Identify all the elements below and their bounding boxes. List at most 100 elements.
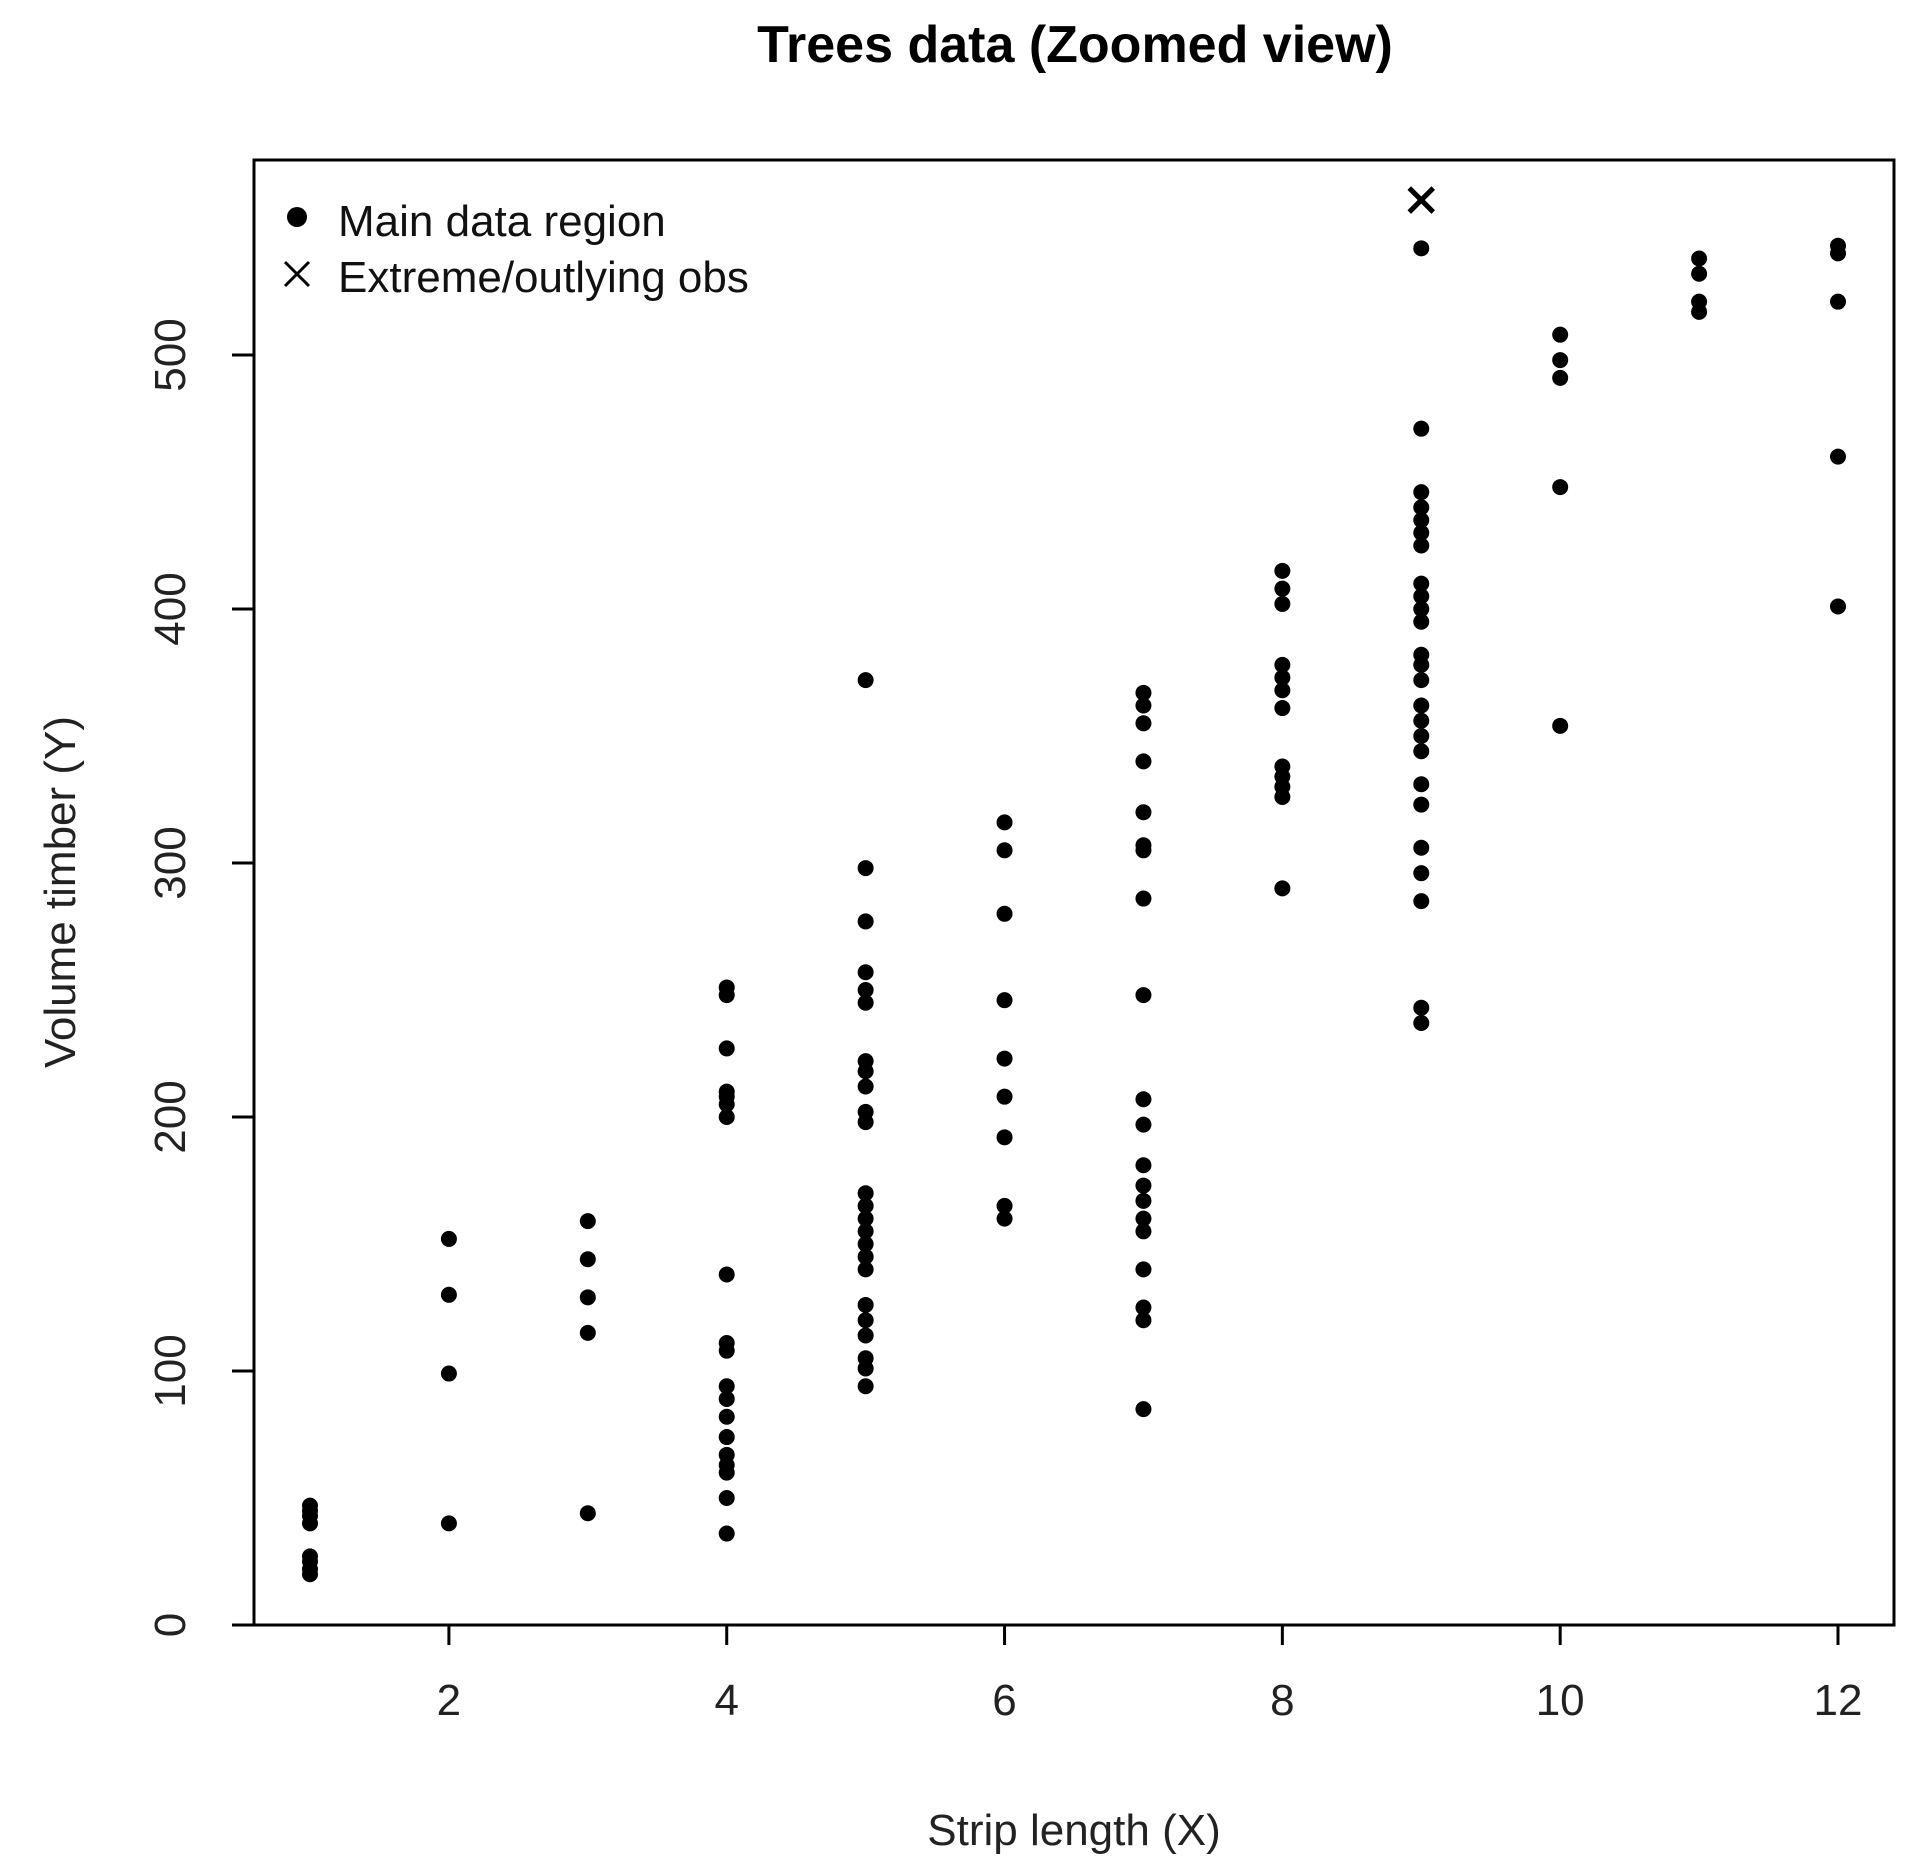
data-point [858, 1079, 874, 1095]
data-point [997, 1198, 1013, 1214]
data-point [1274, 880, 1290, 896]
data-point [1413, 743, 1429, 759]
data-point [1413, 499, 1429, 515]
y-tick-label: 400 [146, 572, 195, 645]
y-tick-label: 0 [146, 1613, 195, 1637]
data-point [719, 979, 735, 995]
data-point [1552, 370, 1568, 386]
data-point [580, 1325, 596, 1341]
data-point [1274, 563, 1290, 579]
x-tick-label: 4 [714, 1676, 738, 1725]
data-point [858, 1297, 874, 1313]
data-point [858, 1312, 874, 1328]
data-point [1413, 240, 1429, 256]
data-point [858, 672, 874, 688]
data-point [580, 1213, 596, 1229]
data-point [1830, 598, 1846, 614]
data-point [719, 1266, 735, 1282]
data-point [441, 1366, 457, 1382]
data-point [858, 1327, 874, 1343]
legend-cross-marker [285, 262, 309, 286]
data-point [1413, 1015, 1429, 1031]
data-point [1135, 891, 1151, 907]
y-tick-label: 200 [146, 1080, 195, 1153]
data-point [1691, 294, 1707, 310]
y-tick-label: 300 [146, 826, 195, 899]
data-point [1135, 1261, 1151, 1277]
data-point [1830, 294, 1846, 310]
x-tick-label: 2 [437, 1676, 461, 1725]
data-point [1135, 1091, 1151, 1107]
data-point [719, 1447, 735, 1463]
data-point [1135, 1157, 1151, 1173]
data-point [441, 1231, 457, 1247]
data-point [719, 1526, 735, 1542]
data-point [997, 992, 1013, 1008]
data-point [719, 1378, 735, 1394]
data-point [1552, 352, 1568, 368]
data-point [1135, 987, 1151, 1003]
data-point [1413, 672, 1429, 688]
y-axis: 0 100 200 300 400 500 [146, 318, 254, 1637]
data-points [302, 188, 1846, 1582]
data-point [1691, 250, 1707, 266]
data-point [1135, 1211, 1151, 1227]
chart-title: Trees data (Zoomed view) [757, 16, 1393, 74]
data-point [719, 1335, 735, 1351]
data-point [1274, 596, 1290, 612]
data-point [719, 1084, 735, 1100]
data-point [1413, 647, 1429, 663]
y-axis-label: Volume timber (Y) [36, 716, 85, 1068]
data-point [1274, 700, 1290, 716]
data-point [997, 1089, 1013, 1105]
y-tick-label: 500 [146, 318, 195, 391]
data-point [1274, 758, 1290, 774]
data-point [1135, 1300, 1151, 1316]
data-point [1135, 804, 1151, 820]
data-point [1413, 713, 1429, 729]
data-point [997, 906, 1013, 922]
x-tick-label: 12 [1814, 1676, 1863, 1725]
data-point [997, 842, 1013, 858]
data-point [858, 913, 874, 929]
data-point [1413, 484, 1429, 500]
data-point [997, 814, 1013, 830]
data-point [1413, 1000, 1429, 1016]
data-point [997, 1129, 1013, 1145]
data-point [1830, 449, 1846, 465]
data-point [858, 1378, 874, 1394]
data-point [719, 1040, 735, 1056]
data-point [858, 1104, 874, 1120]
data-point [1135, 715, 1151, 731]
data-point [1413, 840, 1429, 856]
data-point [858, 1350, 874, 1366]
plot-frame [254, 160, 1894, 1625]
legend-label-main: Main data region [338, 197, 666, 246]
data-point [1691, 266, 1707, 282]
legend-label-outlier: Extreme/outlying obs [338, 253, 749, 302]
data-point [1274, 657, 1290, 673]
data-point [1413, 421, 1429, 437]
x-axis: 2 4 6 8 10 12 [437, 1625, 1863, 1725]
data-point [1552, 327, 1568, 343]
x-axis-label: Strip length (X) [927, 1806, 1220, 1855]
data-point [1413, 797, 1429, 813]
data-point [1413, 698, 1429, 714]
data-point [858, 860, 874, 876]
data-point [1135, 1193, 1151, 1209]
data-point [719, 1429, 735, 1445]
y-tick-label: 100 [146, 1334, 195, 1407]
legend-dot-marker [287, 207, 307, 227]
data-point [719, 1409, 735, 1425]
data-point [1413, 893, 1429, 909]
data-point [580, 1251, 596, 1267]
data-point [441, 1287, 457, 1303]
data-point [1135, 685, 1151, 701]
x-tick-label: 8 [1270, 1676, 1294, 1725]
legend: Main data region Extreme/outlying obs [285, 197, 749, 302]
data-point [1552, 718, 1568, 734]
data-point [858, 982, 874, 998]
data-point [1274, 581, 1290, 597]
data-point [1135, 837, 1151, 853]
